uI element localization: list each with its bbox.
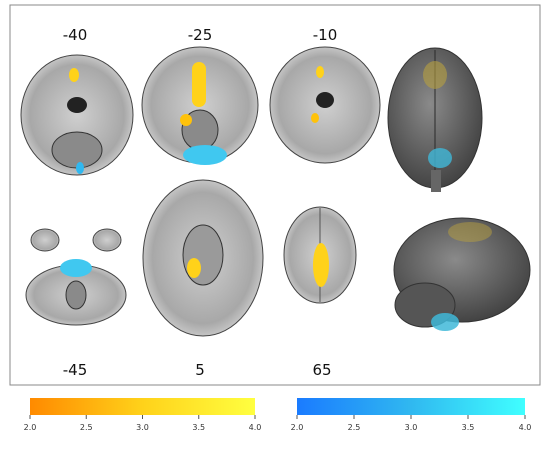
colorbar-tick-label: 2.5 xyxy=(348,423,361,432)
brain-3d-side xyxy=(393,217,531,331)
colorbar-tick-label: 2.0 xyxy=(291,423,304,432)
figure-frame xyxy=(9,4,541,386)
colorbar-tick-label: 4.0 xyxy=(519,423,532,432)
slice-label: -25 xyxy=(188,26,213,44)
colorbar-tick-label: 2.0 xyxy=(24,423,37,432)
slice-label: -40 xyxy=(63,26,88,44)
colorbar xyxy=(297,398,525,415)
colorbar-tick-label: 3.5 xyxy=(192,423,205,432)
colorbar-tick-label: 3.0 xyxy=(405,423,418,432)
axial-slice xyxy=(283,206,357,304)
slice-label: 65 xyxy=(312,361,331,379)
axial-slice xyxy=(142,179,264,337)
slice-label: -10 xyxy=(313,26,338,44)
colorbar xyxy=(30,398,255,415)
slice-label: 5 xyxy=(195,361,205,379)
coronal-slice xyxy=(141,46,259,165)
slice-label: -45 xyxy=(63,361,88,379)
colorbar-tick-label: 2.5 xyxy=(80,423,93,432)
coronal-slice xyxy=(269,46,381,164)
colorbar-tick-label: 4.0 xyxy=(249,423,262,432)
axial-slice xyxy=(25,228,127,326)
colorbar-tick-label: 3.0 xyxy=(136,423,149,432)
colorbar-tick-label: 3.5 xyxy=(462,423,475,432)
brain-3d-front xyxy=(387,47,483,192)
coronal-slice xyxy=(20,54,134,176)
